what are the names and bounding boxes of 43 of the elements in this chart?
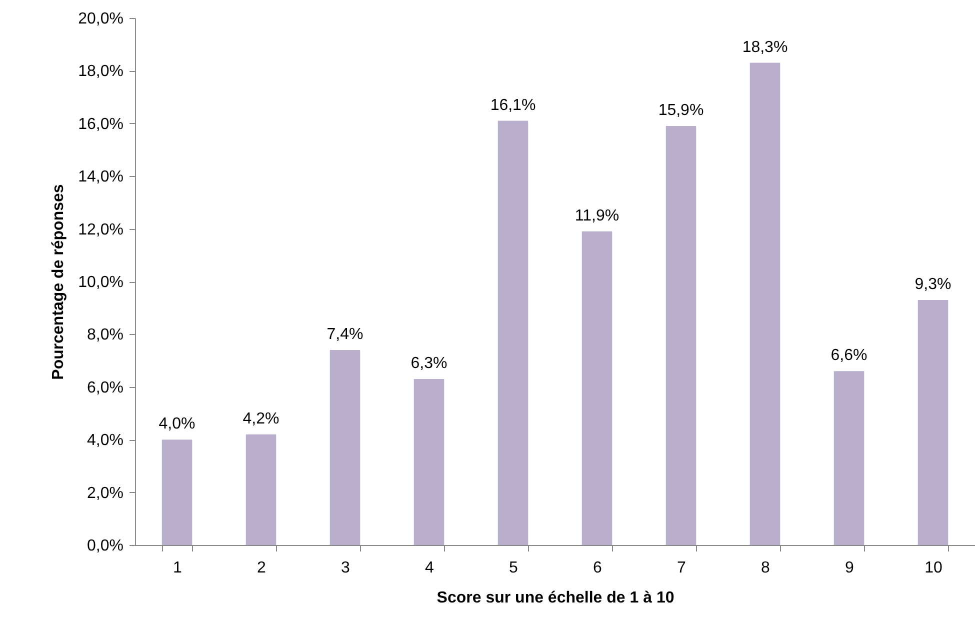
y-tick-label: 6,0% bbox=[87, 379, 124, 396]
bar bbox=[246, 434, 276, 545]
bar bbox=[414, 378, 444, 545]
data-label: 7,4% bbox=[326, 326, 364, 344]
x-tick-label: 3 bbox=[341, 560, 350, 576]
x-tick-label: 7 bbox=[677, 560, 686, 576]
data-label: 18,3% bbox=[742, 38, 788, 56]
y-tick-label: 20,0% bbox=[78, 10, 124, 28]
y-axis-title: Pourcentage de réponses bbox=[50, 184, 68, 380]
x-tick-label: 4 bbox=[425, 560, 434, 576]
x-tick-label: 6 bbox=[593, 560, 602, 576]
x-tick-label: 5 bbox=[509, 560, 518, 576]
y-tick-label: 14,0% bbox=[78, 168, 124, 186]
x-tick-label: 1 bbox=[173, 560, 182, 576]
data-label: 6,3% bbox=[410, 354, 448, 372]
y-tick-label: 12,0% bbox=[78, 221, 124, 238]
x-tick-label: 8 bbox=[761, 560, 770, 576]
bar bbox=[750, 62, 780, 545]
y-tick-label: 18,0% bbox=[78, 63, 124, 80]
bar bbox=[834, 371, 864, 545]
data-label: 9,3% bbox=[914, 276, 952, 293]
y-tick-label: 10,0% bbox=[78, 274, 124, 291]
bar bbox=[330, 350, 360, 545]
data-label: 4,2% bbox=[242, 410, 280, 428]
data-label: 4,0% bbox=[158, 416, 196, 433]
data-label: 15,9% bbox=[658, 102, 704, 120]
x-tick-label: 2 bbox=[257, 560, 266, 576]
data-label: 6,6% bbox=[830, 347, 868, 364]
data-label: 16,1% bbox=[490, 96, 536, 114]
bar bbox=[666, 126, 696, 545]
data-label: 11,9% bbox=[574, 207, 620, 224]
x-tick-label: 9 bbox=[845, 560, 854, 576]
y-tick-label: 4,0% bbox=[87, 432, 124, 450]
y-tick-label: 16,0% bbox=[78, 116, 124, 133]
x-axis-title: Score sur une échelle de 1 à 10 bbox=[436, 590, 674, 606]
bar bbox=[498, 120, 528, 545]
bar bbox=[582, 231, 612, 545]
x-tick-label: 10 bbox=[924, 560, 942, 576]
bar bbox=[162, 440, 192, 545]
y-tick-label: 2,0% bbox=[87, 484, 124, 502]
bar bbox=[918, 300, 948, 545]
y-tick-label: 8,0% bbox=[87, 326, 124, 344]
y-tick-label: 0,0% bbox=[87, 538, 124, 554]
